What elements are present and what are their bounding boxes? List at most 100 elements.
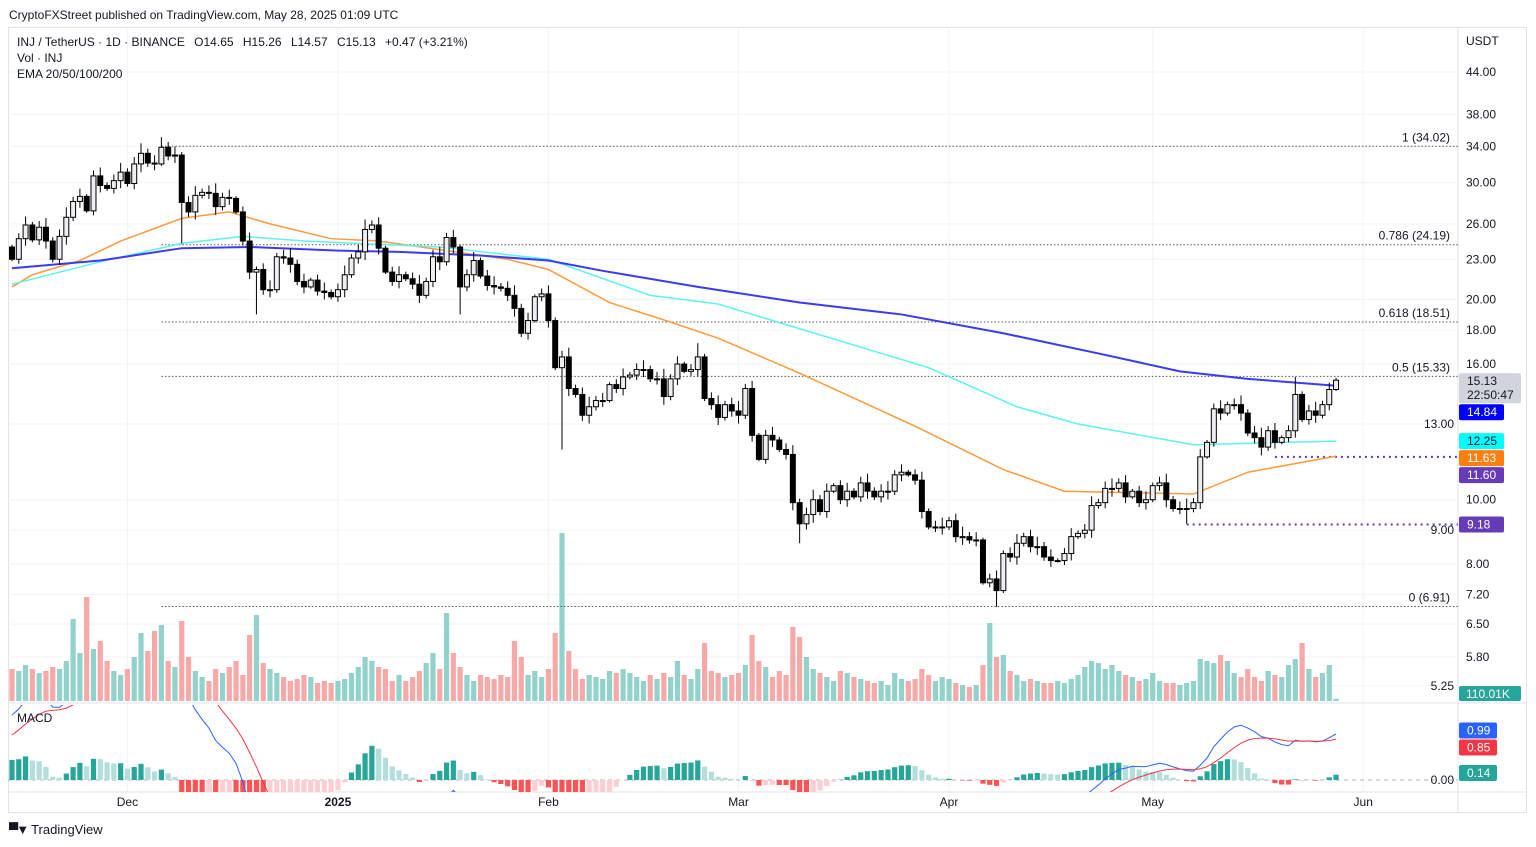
candle-up: [667, 378, 674, 397]
volume-bar: [362, 657, 368, 701]
candle-down: [402, 274, 409, 280]
macd-histogram-bar: [240, 780, 246, 792]
macd-histogram-bar: [640, 766, 647, 780]
volume-bar: [294, 679, 300, 701]
volume-bar: [1306, 669, 1312, 701]
price-label-value: 15.13: [1467, 374, 1497, 388]
candle-down: [749, 388, 756, 436]
macd-histogram-bar: [97, 759, 103, 780]
price-tick-label: 7.20: [1466, 588, 1490, 602]
macd-histogram-bar: [233, 780, 239, 792]
macd-histogram-bar: [29, 760, 35, 780]
candle-up: [362, 228, 369, 253]
candle-up: [348, 257, 355, 276]
candle-up: [592, 400, 599, 408]
candle-down: [1244, 412, 1251, 434]
volume-bar: [151, 631, 158, 701]
macd-histogram-bar: [104, 762, 110, 780]
footer-brand[interactable]: ▀▼ TradingView: [9, 822, 103, 837]
macd-histogram-bar: [634, 769, 640, 780]
candle-up: [1292, 393, 1299, 432]
volume-bar: [104, 661, 110, 701]
macd-histogram-bar: [1285, 780, 1292, 785]
candle-up: [891, 474, 898, 492]
price-tick-label: 38.00: [1466, 107, 1496, 121]
volume-bar: [226, 667, 232, 701]
volume-legend[interactable]: Vol · INJ: [17, 51, 63, 65]
candle-down: [993, 578, 1000, 592]
macd-histogram-bar: [362, 753, 368, 780]
volume-bar: [722, 677, 728, 701]
volume-bar: [695, 669, 701, 701]
volume-bar: [960, 685, 966, 701]
candle-up: [1020, 536, 1027, 544]
candle-down: [545, 293, 552, 322]
volume-bar: [1000, 655, 1006, 701]
symbol-legend[interactable]: INJ / TetherUS · 1D · BINANCE O14.65 H15…: [17, 34, 474, 50]
macd-histogram-bar: [158, 769, 164, 780]
ema-legend[interactable]: EMA 20/50/100/200: [17, 67, 123, 81]
macd-histogram-bar: [77, 762, 83, 780]
macd-histogram-bar: [423, 780, 429, 782]
macd-histogram-bar: [627, 774, 633, 780]
volume-bar: [898, 679, 905, 701]
macd-histogram-bar: [430, 774, 436, 780]
macd-histogram-bar: [260, 780, 266, 792]
candle-up: [810, 499, 817, 516]
macd-histogram-bar: [1089, 767, 1095, 780]
macd-histogram-bar: [1068, 772, 1074, 780]
volume-bar: [1007, 671, 1013, 701]
volume-bar: [260, 663, 266, 701]
volume-bar: [654, 679, 660, 701]
macd-label-badge: [1459, 722, 1497, 739]
macd-label-value: 0.14: [1467, 766, 1491, 780]
macd-histogram-bar: [892, 767, 898, 780]
candle-up: [1210, 408, 1217, 443]
macd-histogram-bar: [858, 772, 864, 780]
macd-histogram-bar: [715, 776, 721, 780]
macd-histogram-bar: [1061, 774, 1068, 780]
candle-up: [192, 194, 199, 213]
candle-down: [979, 539, 986, 584]
macd-legend[interactable]: MACD: [17, 711, 53, 725]
volume-bar: [620, 669, 626, 701]
candle-up: [355, 251, 362, 259]
candle-down: [511, 294, 518, 309]
brand-name: TradingView: [31, 822, 103, 837]
volume-bar: [606, 671, 613, 701]
volume-bar: [1251, 677, 1258, 701]
macd-histogram-bar: [410, 777, 416, 780]
price-axis-currency: USDT: [1466, 34, 1499, 48]
volume-bar: [525, 675, 531, 701]
volume-bar: [871, 683, 877, 701]
macd-label-badge: [1459, 739, 1497, 756]
volume-bar: [335, 681, 341, 701]
price-label-badge: [1459, 516, 1504, 533]
macd-histogram-bar: [1116, 762, 1122, 780]
volume-bar: [505, 677, 511, 701]
macd-histogram-bar: [1055, 774, 1061, 780]
publish-info: CryptoFXStreet published on TradingView.…: [9, 8, 399, 22]
macd-histogram-bar: [566, 780, 572, 792]
candle-down: [124, 171, 131, 185]
candle-down: [104, 184, 111, 189]
macd-histogram-bar: [43, 767, 49, 780]
volume-bar: [946, 679, 952, 701]
candle-up: [22, 224, 29, 240]
candle-down: [436, 256, 443, 263]
macd-label-value: 0.85: [1467, 741, 1491, 755]
volume-bar: [824, 677, 830, 701]
volume-bar: [443, 613, 450, 701]
volume-bar: [1204, 661, 1210, 701]
candle-up: [654, 378, 661, 381]
candle-down: [375, 224, 382, 249]
macd-histogram-bar: [206, 780, 212, 792]
candle-up: [1095, 502, 1102, 507]
volume-bar: [1245, 669, 1251, 701]
volume-bar: [769, 677, 776, 701]
volume-bar: [790, 627, 796, 701]
fib-level-label: 1 (34.02): [1402, 130, 1450, 144]
macd-histogram-bar: [769, 780, 776, 785]
fib-level-label: 0 (6.91): [1409, 590, 1450, 604]
